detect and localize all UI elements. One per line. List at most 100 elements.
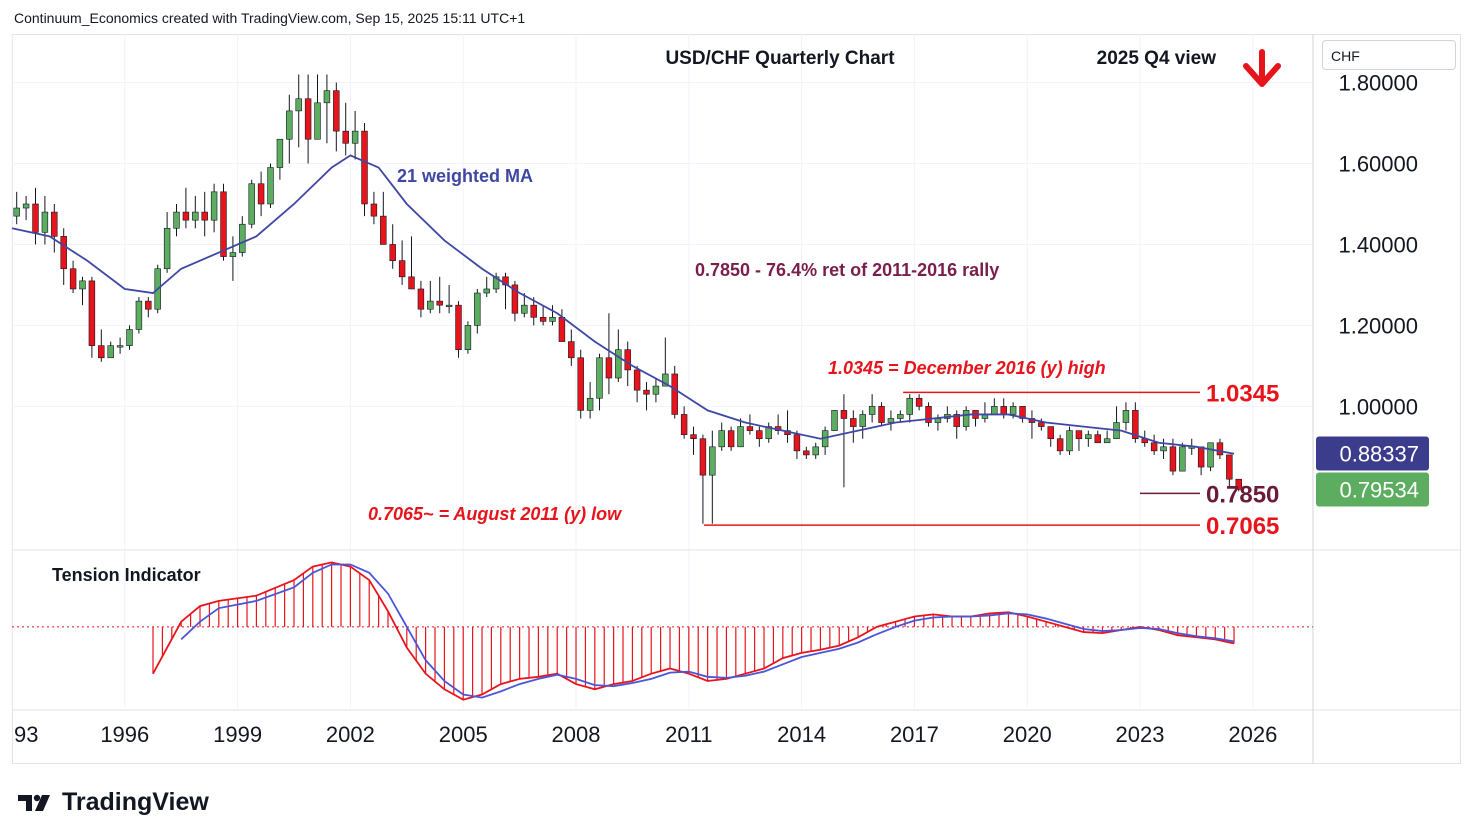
candle-body xyxy=(126,329,133,346)
candle-body xyxy=(220,191,227,257)
candle-body xyxy=(60,236,67,270)
level-label: 0.7065 xyxy=(1206,513,1279,540)
tradingview-logo[interactable]: TradingView xyxy=(16,788,209,817)
candle-body xyxy=(897,414,904,419)
candle-body xyxy=(22,203,30,209)
candle-body xyxy=(107,345,114,359)
candle-body xyxy=(51,211,58,237)
chart-annotations: USD/CHF Quarterly Chart 2025 Q4 view 21 we… xyxy=(368,48,1216,524)
indicator-line xyxy=(152,561,1235,701)
candle-body xyxy=(530,304,537,318)
candle-body xyxy=(727,430,735,448)
x-tick-label: 2002 xyxy=(326,722,375,747)
candle-body xyxy=(549,317,556,322)
candle-body xyxy=(1160,446,1167,452)
candle-body xyxy=(1056,438,1064,452)
candle-body xyxy=(41,211,49,233)
candle-body xyxy=(474,292,481,326)
candle-body xyxy=(652,385,660,395)
x-tick-label: 2023 xyxy=(1116,722,1165,747)
candle-body xyxy=(511,284,519,314)
candle-body xyxy=(1169,446,1177,472)
candle-body xyxy=(868,406,876,415)
x-tick-label: 2008 xyxy=(552,722,601,747)
candle-body xyxy=(145,300,152,310)
candle-body xyxy=(427,300,434,310)
chart-title: USD/CHF Quarterly Chart xyxy=(665,48,895,69)
candle-body xyxy=(850,418,857,427)
annotation-2016-high: 1.0345 = December 2016 (y) high xyxy=(828,358,1106,378)
candle-body xyxy=(116,345,124,348)
candle-body xyxy=(803,450,810,456)
candle-body xyxy=(662,373,669,387)
candle-body xyxy=(361,130,368,205)
annotation-retracement: 0.7850 - 76.4% ret of 2011-2016 rally xyxy=(695,260,999,280)
candle-body xyxy=(690,434,697,440)
candle-body xyxy=(286,110,293,140)
candle-body xyxy=(276,138,284,168)
candle-body xyxy=(1085,434,1092,440)
candle-body xyxy=(793,434,801,452)
candle-body xyxy=(962,410,970,427)
candle-body xyxy=(13,207,20,217)
candle-body xyxy=(1179,446,1186,472)
candle-body xyxy=(558,317,566,342)
candle-body xyxy=(1094,434,1101,444)
indicator-label: Tension Indicator xyxy=(52,565,201,585)
candle-body xyxy=(389,244,396,261)
candle-body xyxy=(79,280,86,290)
candle-body xyxy=(173,211,180,229)
candle-body xyxy=(1235,478,1242,490)
level-label: 0.7850 xyxy=(1206,481,1279,508)
candle-body xyxy=(812,446,819,456)
y-tick-label: 1.20000 xyxy=(1338,313,1418,338)
currency-selector[interactable]: CHF xyxy=(1322,40,1456,70)
candle-body xyxy=(1207,442,1214,468)
candle-body xyxy=(1122,410,1130,423)
candle-body xyxy=(333,90,340,132)
candle-body xyxy=(915,397,923,407)
candle-body xyxy=(445,304,453,307)
candle-body xyxy=(351,130,359,144)
candle-body xyxy=(840,410,848,419)
y-tick-label: 1.40000 xyxy=(1338,232,1418,257)
candle-body xyxy=(417,288,425,310)
ma-label: 21 weighted MA xyxy=(397,166,533,186)
candle-body xyxy=(718,430,725,448)
candle-body xyxy=(765,426,772,440)
candlestick-series xyxy=(13,74,1242,524)
x-tick-label: 2011 xyxy=(665,722,712,747)
candle-body xyxy=(596,357,603,399)
candle-body xyxy=(192,211,199,221)
candle-body xyxy=(483,288,490,294)
candle-body xyxy=(605,357,613,379)
x-tick-label: 2026 xyxy=(1228,722,1277,747)
candle-body xyxy=(643,389,650,395)
candle-body xyxy=(229,252,237,257)
candle-body xyxy=(831,410,838,431)
weighted-ma-layer xyxy=(11,154,1235,455)
candle-body xyxy=(1075,430,1083,440)
candle-body xyxy=(88,280,96,346)
candle-body xyxy=(69,268,77,290)
candle-body xyxy=(98,345,105,359)
candle-body xyxy=(953,414,960,427)
y-axis: 1.80000 1.60000 1.40000 1.20000 1.00000 0.883… xyxy=(1316,71,1429,507)
indicator-ma-line xyxy=(180,563,1235,699)
candle-body xyxy=(1103,438,1111,444)
candle-body xyxy=(1216,442,1224,456)
annotation-2011-low: 0.7065~ = August 2011 (y) low xyxy=(368,504,622,524)
candle-body xyxy=(1132,410,1139,440)
y-tick-label: 1.80000 xyxy=(1338,71,1418,96)
candle-body xyxy=(182,211,190,221)
candle-body xyxy=(991,406,998,415)
candle-body xyxy=(1000,406,1007,415)
candle-body xyxy=(756,430,763,440)
candle-body xyxy=(201,211,208,221)
price-label-box xyxy=(1316,472,1429,507)
candle-body xyxy=(1197,446,1205,468)
candle-body xyxy=(699,438,707,476)
y-tick-label: 1.60000 xyxy=(1338,152,1418,177)
candle-body xyxy=(304,98,312,140)
